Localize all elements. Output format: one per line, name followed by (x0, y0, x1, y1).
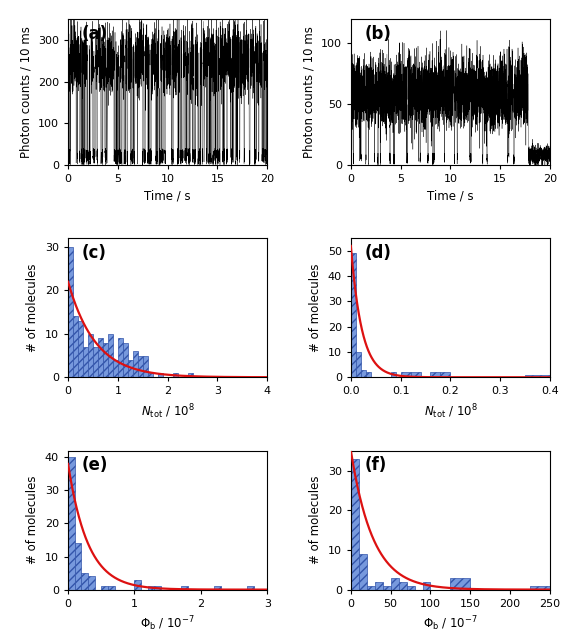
Bar (441, 372, 450, 377)
Bar (68, 457, 75, 590)
Bar (118, 338, 123, 377)
Bar (356, 352, 361, 377)
Bar (154, 586, 161, 590)
Bar (399, 581, 407, 590)
Bar (133, 351, 138, 377)
Bar (134, 579, 141, 590)
Bar (367, 586, 375, 590)
Text: (e): (e) (82, 456, 108, 474)
Y-axis label: # of molecules: # of molecules (309, 476, 322, 564)
Bar (530, 586, 550, 590)
Text: (a): (a) (82, 25, 108, 43)
Bar (366, 372, 371, 377)
Bar (391, 578, 399, 590)
Bar (158, 373, 163, 377)
Bar (247, 586, 254, 590)
Bar (383, 586, 391, 590)
Bar (351, 458, 359, 590)
Bar (83, 347, 88, 377)
X-axis label: Time / s: Time / s (427, 190, 473, 202)
Bar (430, 372, 441, 377)
Y-axis label: Photon counts / 10 ms: Photon counts / 10 ms (302, 26, 315, 158)
Bar (75, 543, 81, 590)
Bar (407, 586, 414, 590)
Bar (113, 360, 118, 377)
Bar (138, 356, 143, 377)
Y-axis label: Photon counts / 10 ms: Photon counts / 10 ms (19, 26, 32, 158)
X-axis label: Time / s: Time / s (145, 190, 191, 202)
Y-axis label: # of molecules: # of molecules (26, 264, 39, 352)
Bar (98, 338, 103, 377)
Bar (68, 247, 73, 377)
Bar (188, 373, 193, 377)
Bar (147, 373, 153, 377)
Bar (88, 334, 93, 377)
Bar (267, 586, 274, 590)
Bar (214, 586, 221, 590)
Bar (147, 586, 154, 590)
Bar (108, 334, 113, 377)
Bar (450, 578, 471, 590)
Bar (361, 370, 366, 377)
Bar (525, 375, 550, 377)
Bar (123, 342, 128, 377)
Text: (d): (d) (365, 244, 392, 262)
Bar (172, 373, 177, 377)
Text: (b): (b) (365, 25, 392, 43)
Bar (81, 573, 88, 590)
Bar (128, 360, 133, 377)
Bar (73, 316, 78, 377)
Bar (181, 586, 188, 590)
Bar (359, 554, 367, 590)
Bar (401, 372, 411, 377)
Bar (143, 356, 147, 377)
Bar (351, 254, 356, 377)
Bar (375, 581, 383, 590)
Bar (93, 347, 98, 377)
X-axis label: $\Phi_{\mathrm{b}}$ / 10$^{-7}$: $\Phi_{\mathrm{b}}$ / 10$^{-7}$ (140, 614, 195, 633)
Bar (101, 586, 108, 590)
Y-axis label: # of molecules: # of molecules (26, 476, 39, 564)
Text: (c): (c) (82, 244, 107, 262)
Text: (f): (f) (365, 456, 387, 474)
Y-axis label: # of molecules: # of molecules (309, 264, 322, 352)
Bar (422, 581, 430, 590)
Bar (108, 586, 115, 590)
Bar (103, 342, 108, 377)
Bar (391, 372, 396, 377)
X-axis label: $\Phi_{\mathrm{b}}$ / 10$^{-7}$: $\Phi_{\mathrm{b}}$ / 10$^{-7}$ (423, 614, 478, 633)
Bar (78, 321, 83, 377)
Bar (88, 576, 95, 590)
X-axis label: $N_{\mathrm{tot}}$ / 10$^{8}$: $N_{\mathrm{tot}}$ / 10$^{8}$ (141, 402, 194, 420)
Bar (411, 372, 421, 377)
X-axis label: $N_{\mathrm{tot}}$ / 10$^{8}$: $N_{\mathrm{tot}}$ / 10$^{8}$ (424, 402, 477, 420)
